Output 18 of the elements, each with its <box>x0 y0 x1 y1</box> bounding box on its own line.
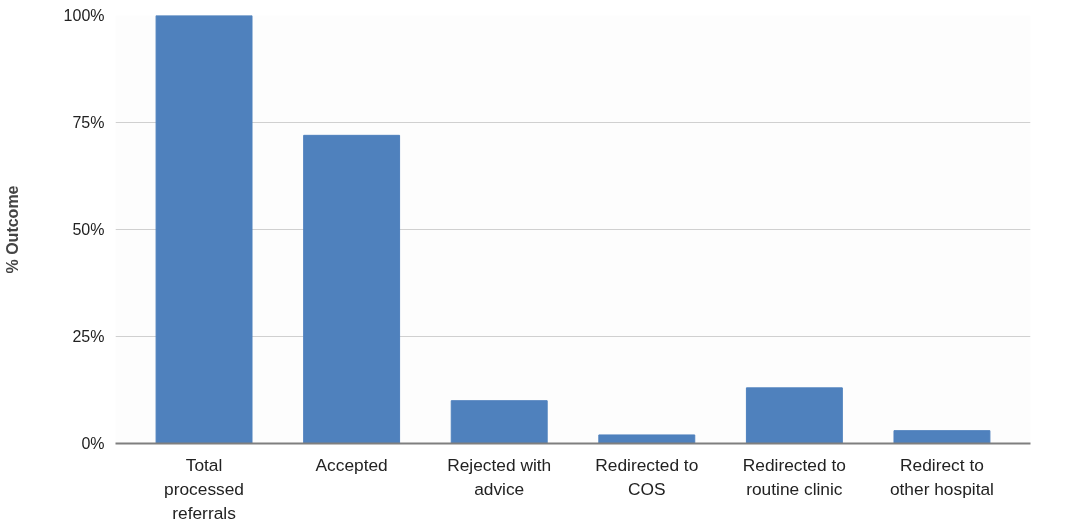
bar <box>745 387 843 444</box>
bar <box>155 15 253 444</box>
y-tick-label: 25% <box>72 328 105 345</box>
y-tick-label: 100% <box>63 7 105 24</box>
y-axis-title: % Outcome <box>3 185 21 274</box>
bar <box>303 134 401 444</box>
x-tick-label: Redirect to other hospital <box>889 454 994 499</box>
bar <box>450 400 548 444</box>
bar <box>598 434 696 444</box>
x-tick-label: Redirected to COS <box>595 454 699 499</box>
x-tick-label: Total processed referrals <box>164 454 245 523</box>
x-tick-label: Accepted <box>315 454 388 475</box>
bar <box>893 430 991 444</box>
y-tick-label: 50% <box>72 221 105 238</box>
y-tick-label: 0% <box>81 435 105 452</box>
x-tick-label: Redirected to routine clinic <box>742 454 846 499</box>
x-tick-label: Rejected with advice <box>447 454 552 499</box>
y-tick-label: 75% <box>72 114 105 131</box>
